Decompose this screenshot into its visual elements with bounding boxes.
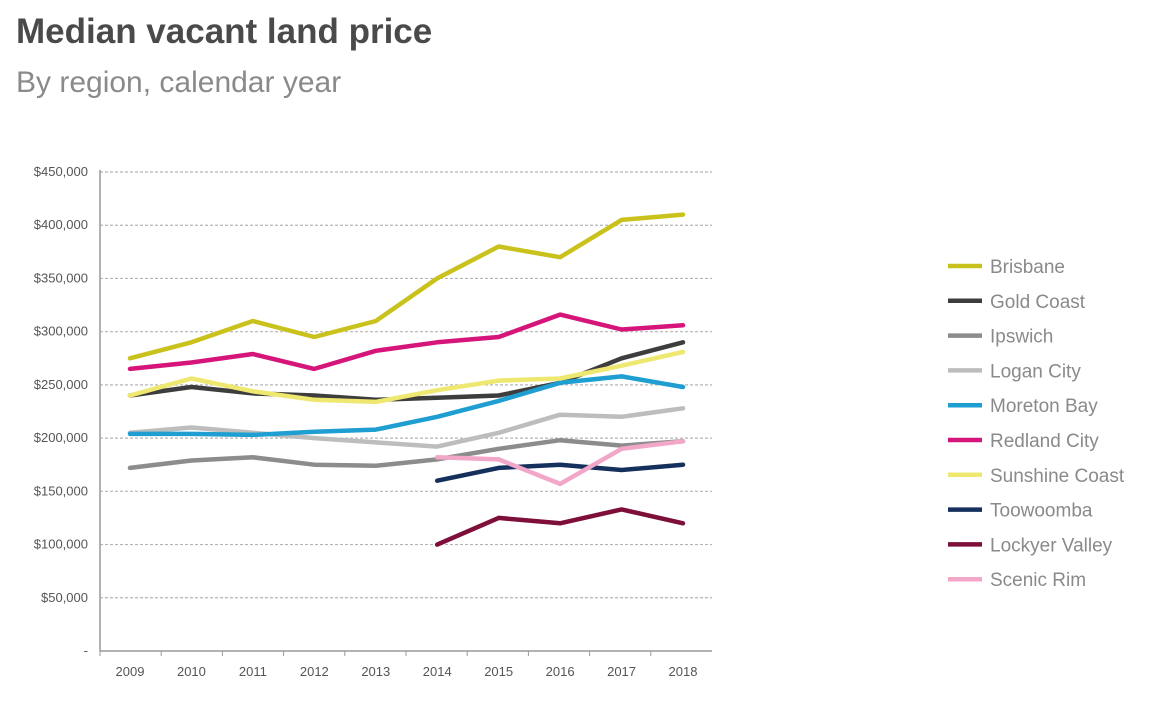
legend-label: Moreton Bay bbox=[990, 396, 1098, 417]
y-tick-label: $250,000 bbox=[34, 377, 88, 392]
series-line-sunshine-coast bbox=[127, 349, 686, 405]
x-tick-label: 2010 bbox=[177, 664, 206, 679]
legend-label: Sunshine Coast bbox=[990, 466, 1125, 487]
x-tick-label: 2013 bbox=[361, 664, 390, 679]
y-tick-label: $400,000 bbox=[34, 217, 88, 232]
legend-label: Scenic Rim bbox=[990, 570, 1086, 591]
y-tick-label: $150,000 bbox=[34, 483, 88, 498]
series-line-lockyer-valley bbox=[434, 507, 686, 547]
x-tick-label: 2015 bbox=[484, 664, 513, 679]
y-tick-label: $350,000 bbox=[34, 270, 88, 285]
x-tick-label: 2018 bbox=[669, 664, 698, 679]
series-line-scenic-rim bbox=[434, 439, 686, 487]
legend-label: Redland City bbox=[990, 431, 1099, 452]
y-tick-label: $200,000 bbox=[34, 430, 88, 445]
legend-label: Gold Coast bbox=[990, 292, 1086, 313]
x-tick-label: 2017 bbox=[607, 664, 636, 679]
y-tick-label: $450,000 bbox=[34, 164, 88, 179]
series-line-toowoomba bbox=[434, 462, 686, 483]
x-tick-label: 2011 bbox=[239, 664, 267, 679]
x-tick-label: 2012 bbox=[300, 664, 329, 679]
legend-label: Logan City bbox=[990, 361, 1081, 382]
legend-label: Brisbane bbox=[990, 257, 1065, 278]
chart-title: Median vacant land price bbox=[16, 12, 433, 51]
x-tick-label: 2009 bbox=[116, 664, 145, 679]
y-tick-label: $100,000 bbox=[34, 537, 88, 552]
y-tick-label: $300,000 bbox=[34, 324, 88, 339]
series-line-logan-city bbox=[127, 406, 686, 449]
y-tick-label: $50,000 bbox=[41, 590, 88, 605]
legend-label: Lockyer Valley bbox=[990, 535, 1113, 556]
chart-subtitle: By region, calendar year bbox=[16, 66, 342, 99]
series-line-redland-city bbox=[127, 312, 686, 372]
y-tick-label: - bbox=[84, 643, 88, 658]
x-tick-label: 2014 bbox=[423, 664, 452, 679]
series-line-brisbane bbox=[127, 212, 686, 361]
legend-label: Ipswich bbox=[990, 327, 1053, 348]
series-line-moreton-bay bbox=[127, 374, 686, 438]
legend-label: Toowoomba bbox=[990, 501, 1093, 522]
series-line-ipswich bbox=[127, 437, 686, 471]
x-tick-label: 2016 bbox=[546, 664, 575, 679]
